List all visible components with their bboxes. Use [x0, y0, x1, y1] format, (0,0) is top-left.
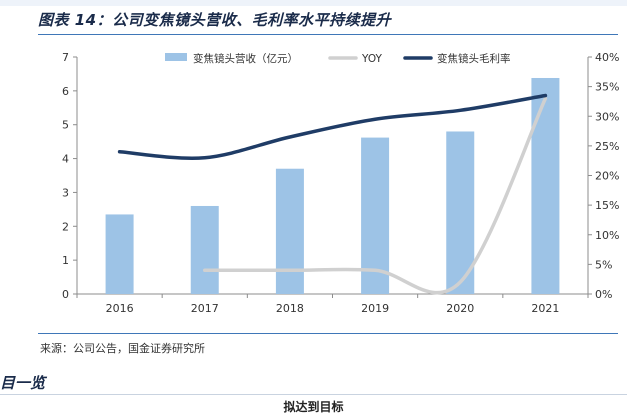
x-tick-label: 2019	[361, 302, 389, 315]
left-tick-label: 4	[62, 153, 69, 166]
chart: 0 1 2 3 4 5 6 7 0% 5% 10% 15% 20% 25% 30% 35% 40% 2016 201…	[62, 51, 619, 315]
right-tick-label: 30%	[595, 110, 619, 123]
yoy-line	[203, 96, 548, 295]
right-tick-label: 5%	[595, 258, 612, 271]
x-tick-label: 2018	[276, 302, 304, 315]
figure-title: 图表 14：公司变焦镜头营收、毛利率水平持续提升	[38, 11, 392, 29]
line-series	[117, 93, 548, 295]
x-tick-label: 2016	[106, 302, 134, 315]
left-tick-label: 0	[62, 288, 69, 301]
bar	[361, 137, 390, 294]
left-tick-label: 7	[62, 51, 69, 64]
right-tick-label: 25%	[595, 140, 619, 153]
bar	[105, 214, 134, 294]
title-rule	[38, 34, 618, 35]
table-header: 拟达到目标	[283, 400, 344, 414]
left-tick-label: 5	[62, 119, 69, 132]
right-tick-label: 20%	[595, 170, 619, 183]
x-tick-label: 2017	[191, 302, 219, 315]
legend-label: 变焦镜头营收（亿元）	[193, 52, 298, 65]
source-rule	[38, 333, 618, 334]
x-tick-label: 2020	[446, 302, 474, 315]
right-tick-label: 0%	[595, 288, 612, 301]
right-tick-label: 40%	[595, 51, 619, 64]
figure-source: 来源：公司公告，国金证券研究所	[40, 342, 205, 355]
left-tick-label: 1	[62, 254, 69, 267]
right-tick-label: 15%	[595, 199, 619, 212]
x-tick-label: 2021	[531, 302, 559, 315]
chart-axes	[73, 56, 592, 298]
section-heading: 目一览	[0, 374, 46, 392]
right-tick-label: 10%	[595, 229, 619, 242]
left-tick-label: 2	[62, 220, 69, 233]
legend-label: 变焦镜头毛利率	[437, 52, 511, 65]
right-tick-label: 35%	[595, 81, 619, 94]
bar-series	[105, 77, 560, 294]
bar	[275, 168, 304, 294]
left-tick-label: 3	[62, 186, 69, 199]
bar	[531, 77, 560, 294]
table-rule	[0, 394, 627, 395]
tick-labels: 0 1 2 3 4 5 6 7 0% 5% 10% 15% 20% 25% 30% 35% 40% 2016 201…	[62, 51, 619, 315]
gross-margin-line	[117, 93, 548, 160]
bar	[190, 205, 219, 294]
bar	[446, 131, 475, 294]
legend-swatch	[165, 53, 187, 61]
legend-label: YOY	[361, 53, 383, 65]
left-tick-label: 6	[62, 85, 69, 98]
legend: 变焦镜头营收（亿元） YOY 变焦镜头毛利率	[165, 52, 511, 65]
top-strip	[0, 0, 627, 6]
